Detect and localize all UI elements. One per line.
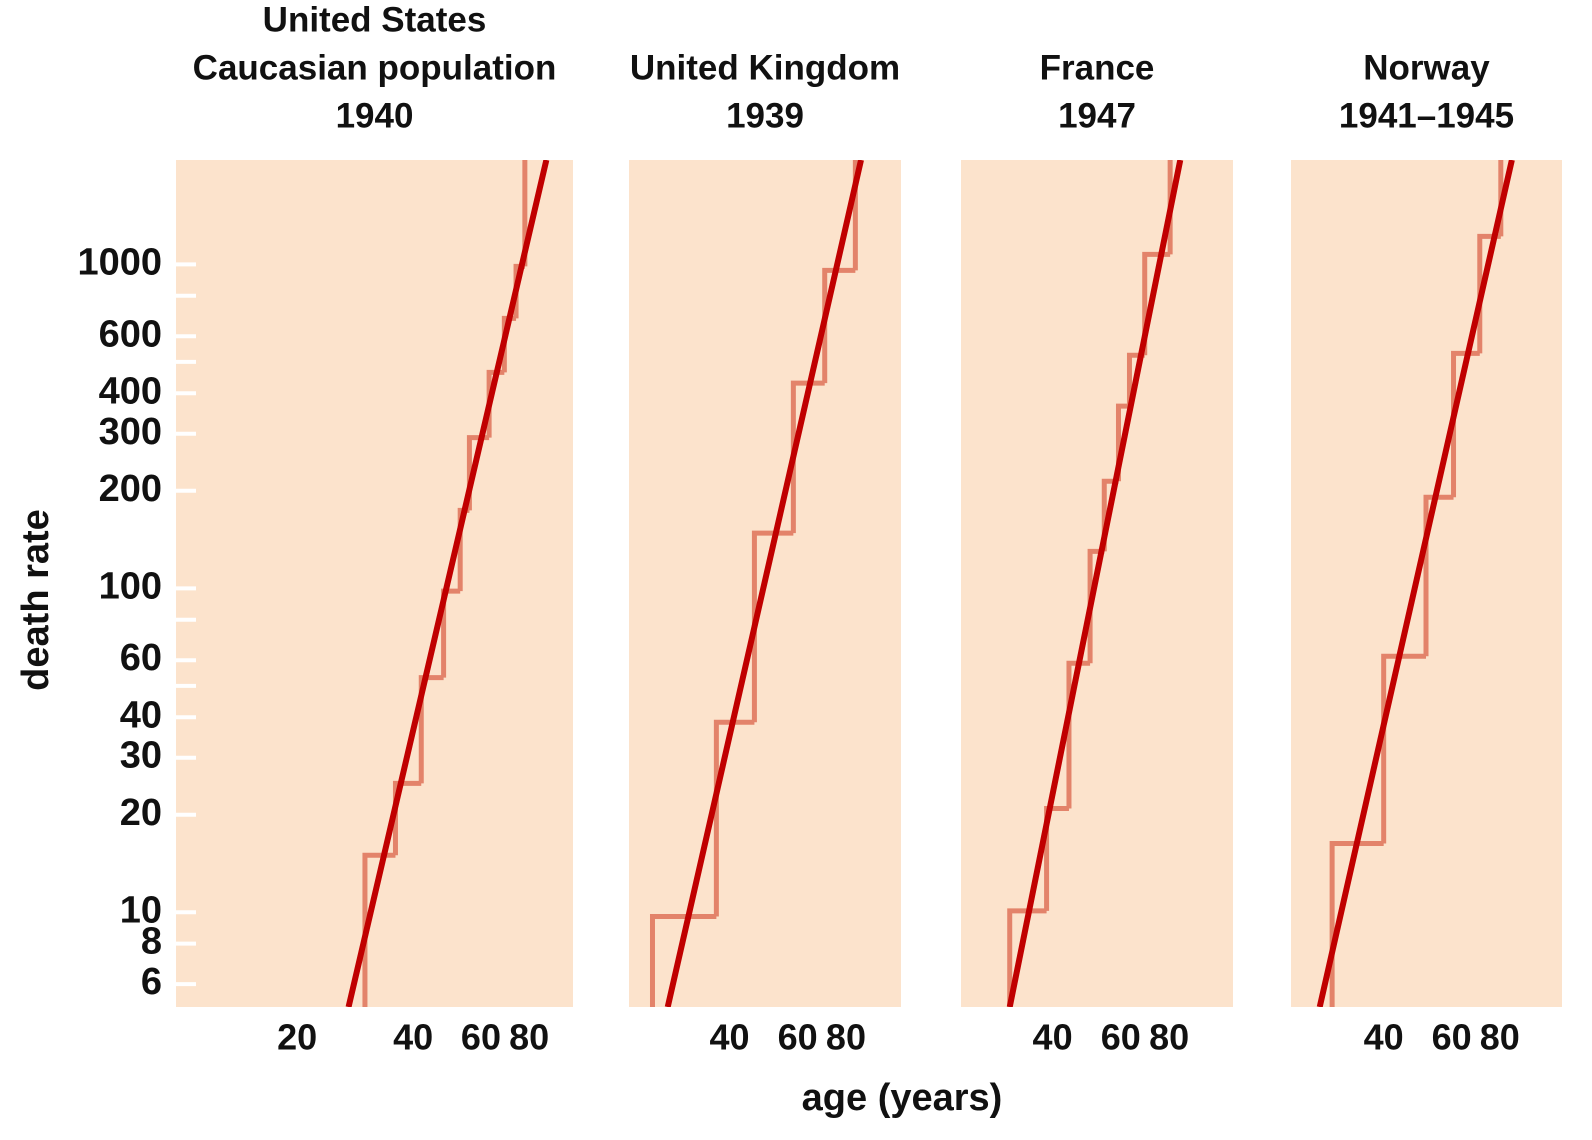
x-tick-label: 80: [1480, 1017, 1520, 1058]
step: [418, 675, 444, 784]
step: [751, 530, 794, 723]
step: [1066, 660, 1091, 809]
panel-title: 1947: [1058, 96, 1136, 135]
panel-title: United Kingdom: [630, 48, 900, 87]
x-tick-label: 20: [277, 1017, 317, 1058]
y-tick-label: 40: [120, 694, 162, 736]
step: [790, 380, 825, 534]
x-tick-label: 60: [1432, 1017, 1472, 1058]
y-axis-label: death rate: [15, 509, 57, 691]
x-tick-label: 40: [1033, 1017, 1073, 1058]
step: [822, 267, 856, 384]
panel-title: 1941–1945: [1339, 96, 1514, 135]
x-tick-label: 40: [709, 1017, 749, 1058]
step: [713, 719, 755, 917]
panel-title: 1939: [726, 96, 804, 135]
x-tick-label: 40: [1364, 1017, 1404, 1058]
y-tick-label: 8: [141, 921, 162, 963]
fit-line: [1006, 160, 1184, 1007]
x-tick-label: 60: [778, 1017, 818, 1058]
step: [1381, 653, 1426, 844]
panel: [1316, 160, 1515, 1007]
y-tick-label: 20: [120, 792, 162, 834]
x-tick-label: 80: [1149, 1017, 1189, 1058]
y-tick-label: 10: [120, 889, 162, 931]
x-tick-label: 80: [826, 1017, 866, 1058]
panel-background: [176, 160, 573, 1007]
panel-title: Caucasian population: [193, 48, 557, 87]
y-tick-label: 300: [99, 411, 162, 453]
step: [1423, 494, 1454, 657]
y-tick-label: 30: [120, 735, 162, 777]
y-tick-label: 600: [99, 313, 162, 355]
fit-line: [664, 160, 864, 1007]
fit-line: [345, 160, 550, 1007]
step: [392, 780, 422, 856]
x-tick-label: 60: [1101, 1017, 1141, 1058]
y-tick-label: 6: [141, 961, 162, 1003]
x-axis-label: age (years): [802, 1077, 1003, 1119]
y-tick-label: 100: [99, 565, 162, 607]
x-tick-label: 40: [393, 1017, 433, 1058]
panel: [1006, 160, 1184, 1007]
panel-title: United States: [263, 0, 487, 39]
step: [1007, 908, 1047, 1007]
y-tick-label: 400: [99, 370, 162, 412]
panel: [649, 160, 864, 1007]
y-tick-label: 1000: [77, 241, 162, 283]
step: [649, 914, 717, 1007]
panel-title: France: [1040, 48, 1155, 87]
y-tick-label: 200: [99, 468, 162, 510]
x-tick-label: 60: [461, 1017, 501, 1058]
panel: [345, 160, 550, 1007]
x-tick-label: 80: [509, 1017, 549, 1058]
step: [1044, 806, 1069, 911]
panel-title: Norway: [1363, 48, 1490, 87]
y-tick-label: 60: [120, 637, 162, 679]
fit-line: [1316, 160, 1515, 1007]
panel-title: 1940: [336, 96, 414, 135]
